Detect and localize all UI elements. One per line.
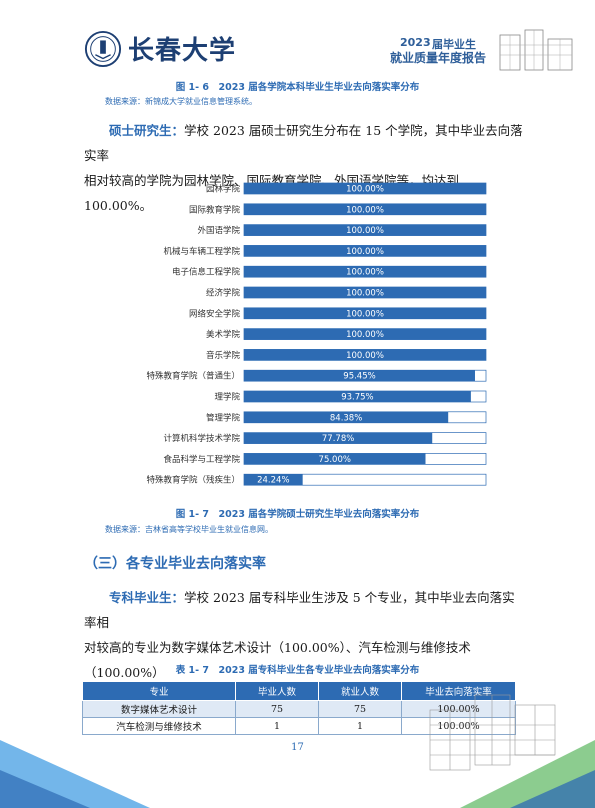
figure-1-6-caption: 图 1- 6 2023 届各学院本科毕业生毕业去向落实率分布 <box>175 82 420 93</box>
university-seal-logo <box>84 30 122 68</box>
university-name: 长春大学 <box>128 36 237 66</box>
cell-graduates: 75 <box>235 700 319 718</box>
vocational-text-line1: 学校 2023 届专科毕业生涉及 5 个专业，其中毕业去向落实率相 <box>84 590 515 630</box>
chart-category-label: 美术学院 <box>206 329 241 340</box>
chart-category-label: 经济学院 <box>206 288 241 299</box>
chart-bar <box>244 370 475 382</box>
chart-category-label: 特殊教育学院（残疾生） <box>146 475 240 486</box>
chart-bar <box>244 411 449 423</box>
chart-bar <box>244 432 433 444</box>
figure-1-7-caption: 图 1- 7 2023 届各学院硕士研究生毕业去向落实率分布 <box>175 509 420 520</box>
cell-employed: 1 <box>318 717 402 735</box>
chart-value-label: 100.00% <box>346 309 384 319</box>
chart-bar <box>244 474 303 486</box>
chart-category-label: 音乐学院 <box>206 350 241 361</box>
cell-employed: 75 <box>318 700 402 718</box>
chart-bar <box>244 266 486 278</box>
chart-category-label: 电子信息工程学院 <box>172 267 241 278</box>
chart-value-label: 100.00% <box>346 205 384 215</box>
chart-bar <box>244 453 426 465</box>
masters-lead: 硕士研究生： <box>109 123 185 138</box>
chart-value-label: 95.45% <box>343 372 375 382</box>
chart-category-label: 机械与车辆工程学院 <box>163 246 240 257</box>
vocational-text-line2: 对较高的专业为数字媒体艺术设计（100.00%）、汽车检测与维修技术（100.0… <box>84 640 471 680</box>
figure-1-6-source: 数据来源：新锦成大学就业信息管理系统。 <box>105 97 257 106</box>
cell-major: 汽车检测与维修技术 <box>82 717 236 735</box>
cell-graduates: 1 <box>235 717 319 735</box>
page-number: 17 <box>291 742 304 753</box>
chart-category-label: 特殊教育学院（普通生） <box>146 371 240 382</box>
chart-value-label: 75.00% <box>319 455 351 465</box>
chart-bar <box>244 328 486 340</box>
corner-building-decoration <box>429 694 595 808</box>
header-graduates: 毕业人数 <box>235 681 319 701</box>
chart-value-label: 100.00% <box>346 226 384 236</box>
report-year: 2023 <box>400 36 431 49</box>
header-employed: 就业人数 <box>318 681 402 701</box>
report-year-suffix: 届毕业生 <box>432 38 476 51</box>
report-title: 就业质量年度报告 <box>390 51 487 65</box>
chart-category-label: 理学院 <box>214 392 240 403</box>
section-heading: （三）各专业毕业去向落实率 <box>84 556 266 572</box>
chart-value-label: 93.75% <box>341 393 373 403</box>
chart-category-label: 外国语学院 <box>197 225 240 236</box>
chart-value-label: 100.00% <box>346 185 384 195</box>
chart-bar <box>244 349 486 361</box>
chart-value-label: 100.00% <box>346 351 384 361</box>
vocational-lead: 专科毕业生： <box>109 590 185 605</box>
chart-category-label: 计算机科学技术学院 <box>163 433 240 444</box>
report-title-badge: 2023 届毕业生 就业质量年度报告 <box>390 36 530 66</box>
chart-bar <box>244 224 486 236</box>
table-header-row: 专业 毕业人数 就业人数 毕业去向落实率 <box>82 681 516 701</box>
chart-category-label: 网络安全学院 <box>189 308 241 319</box>
chart-category-label: 管理学院 <box>206 412 241 423</box>
chart-bar <box>244 183 486 194</box>
chart-category-label: 食品科学与工程学院 <box>163 454 240 465</box>
figure-1-7-source: 数据来源：吉林省高等学校毕业生就业信息网。 <box>105 525 273 534</box>
chart-bar <box>244 391 471 402</box>
chart-value-label: 100.00% <box>346 289 384 299</box>
header-placement-rate: 毕业去向落实率 <box>401 681 516 701</box>
chart-value-label: 100.00% <box>346 247 384 257</box>
masters-placement-rate-chart: 园林学院 100.00% 国际教育学院 100.00% 外国语学院 100.00% 机械与车… <box>146 182 487 486</box>
chart-category-label: 园林学院 <box>206 184 241 195</box>
masters-text-line1: 学校 2023 届硕士研究生分布在 15 个学院，其中毕业去向落实率 <box>84 123 523 163</box>
table-1-7-caption: 表 1- 7 2023 届专科毕业生各专业毕业去向落实率分布 <box>175 665 420 676</box>
chart-value-label: 100.00% <box>346 330 384 340</box>
chart-value-label: 84.38% <box>330 413 362 423</box>
chart-bar <box>244 307 486 319</box>
corner-decoration-left <box>0 740 150 808</box>
chart-category-label: 国际教育学院 <box>189 204 241 215</box>
vocational-paragraph: 专科毕业生：学校 2023 届专科毕业生涉及 5 个专业，其中毕业去向落实率相 … <box>84 585 524 710</box>
chart-bar <box>244 245 486 257</box>
chart-value-label: 100.00% <box>346 268 384 278</box>
header-major: 专业 <box>82 681 236 701</box>
chart-value-label: 24.24% <box>257 476 289 486</box>
chart-bar <box>244 287 486 298</box>
chart-value-label: 77.78% <box>322 434 354 444</box>
campus-building-illustration <box>499 29 573 71</box>
chart-bar <box>244 203 486 215</box>
